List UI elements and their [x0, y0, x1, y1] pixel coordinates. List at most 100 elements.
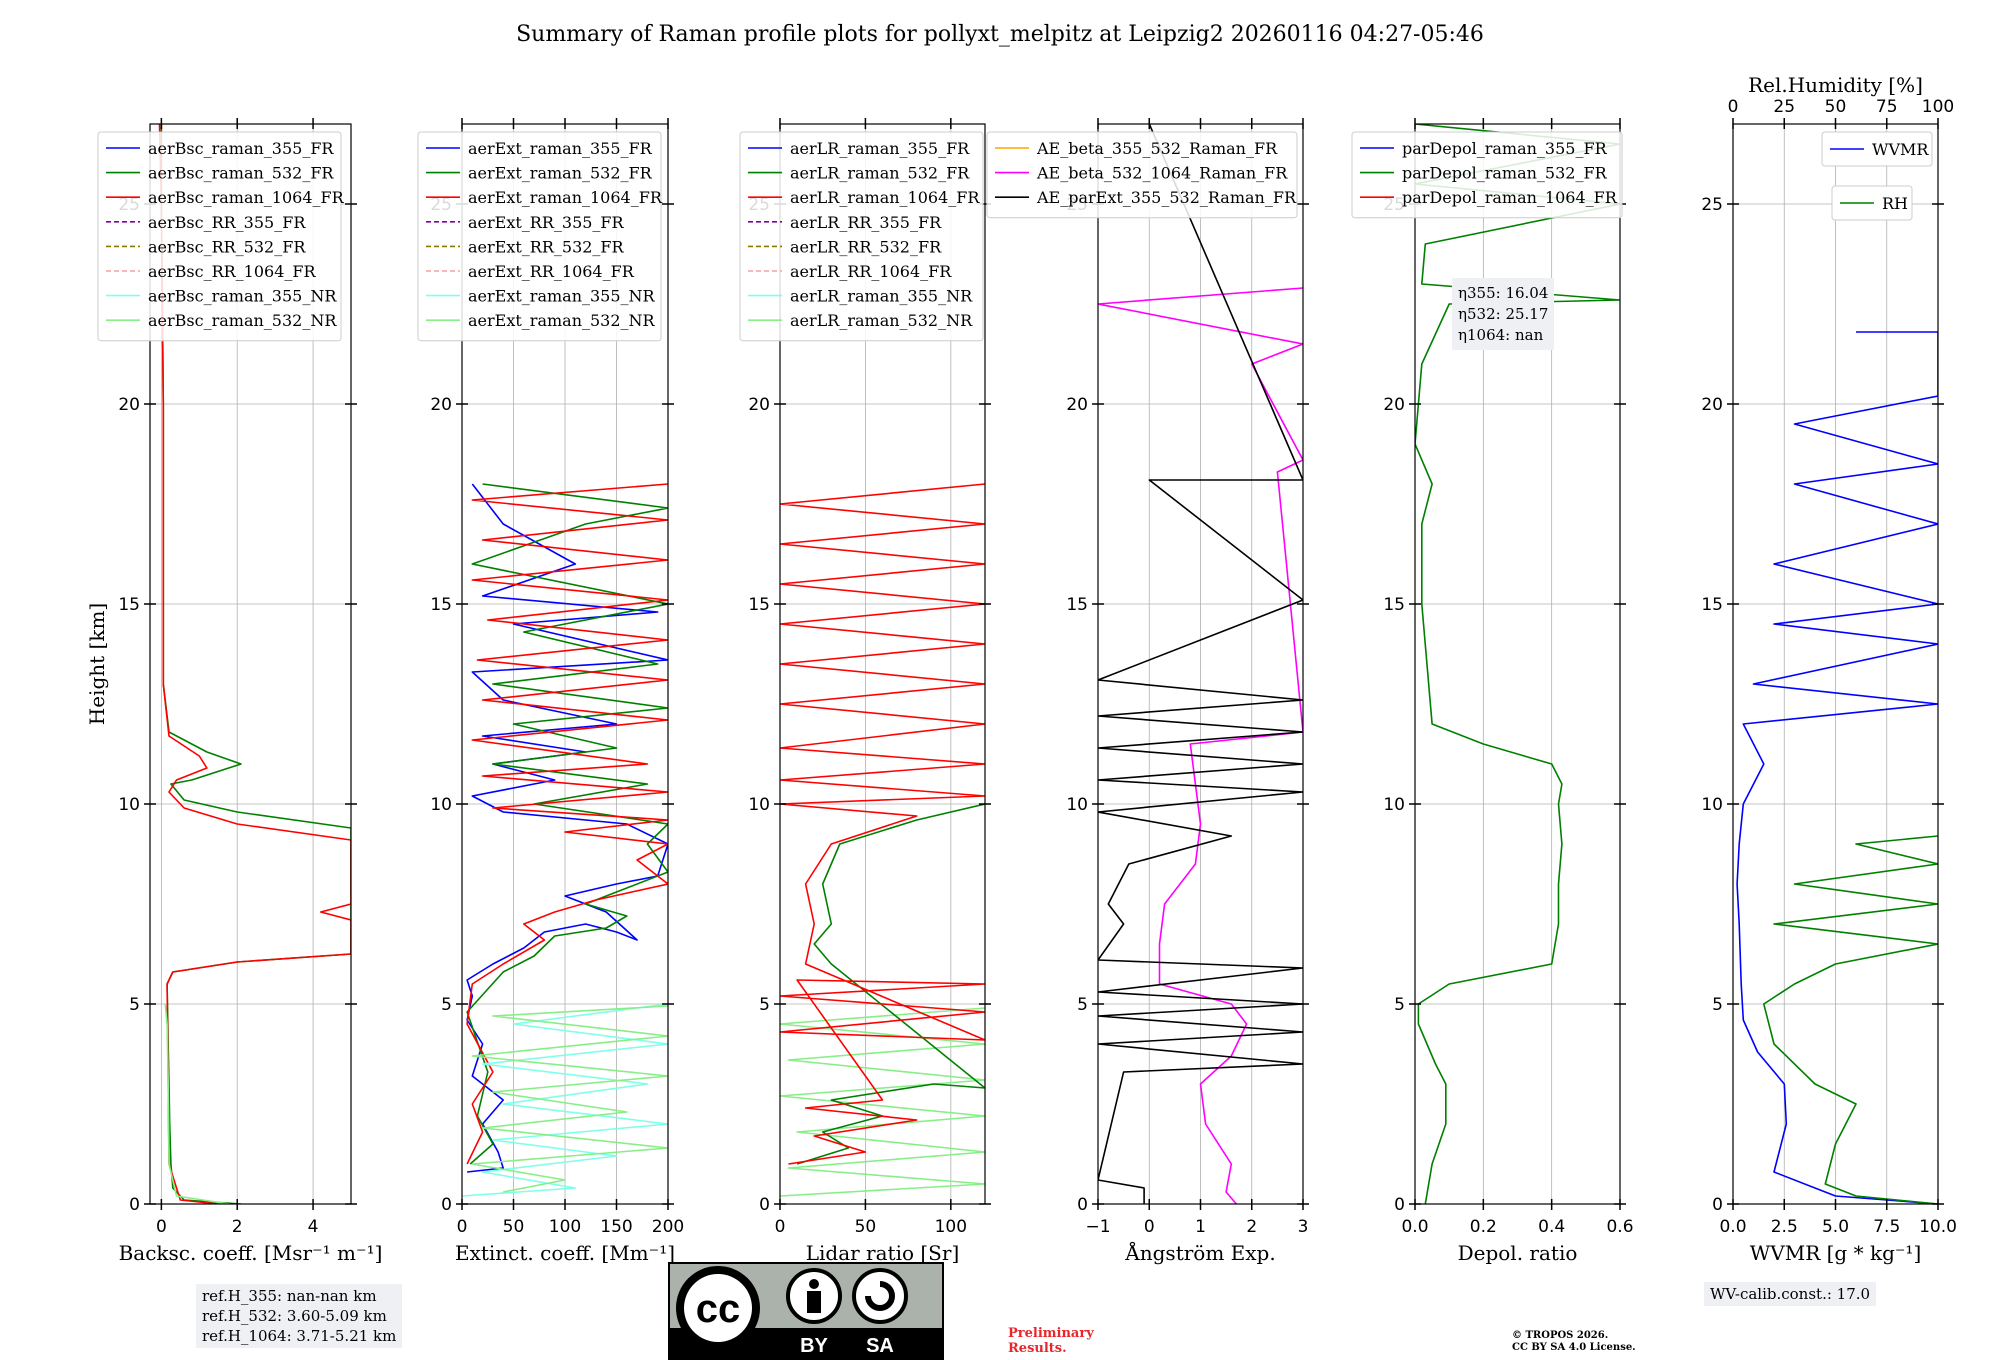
x-axis-title-bsc: Backsc. coeff. [Msr⁻¹ m⁻¹] [119, 1241, 383, 1265]
panel-lr: 0510152025050100Lidar ratio [Sr]aerLR_ra… [739, 118, 991, 1265]
y-tick-label-lr: 5 [759, 995, 770, 1015]
legend-label-aerExt_raman_355_NR: aerExt_raman_355_NR [468, 287, 656, 306]
legend-label-aerBsc_RR_355_FR: aerBsc_RR_355_FR [148, 213, 306, 232]
y-tick-label-bsc: 5 [129, 995, 140, 1015]
series-aerExt_raman_1064_FR [466, 483, 668, 1165]
series-aerExt_raman_532_FR [466, 483, 668, 1165]
legend-label-parDepol_raman_355_FR: parDepol_raman_355_FR [1402, 139, 1608, 158]
x-tick-label-ext: 200 [652, 1217, 684, 1237]
legend-label-AE_beta_355_532_Raman_FR: AE_beta_355_532_Raman_FR [1036, 139, 1278, 158]
top-axis-title-wvmr: Rel.Humidity [%] [1748, 73, 1923, 97]
y-tick-label-ae: 5 [1077, 995, 1088, 1015]
reference-height-box: ref.H_355: nan-nan km ref.H_532: 3.60-5.… [196, 1284, 403, 1348]
legend-label-aerBsc_raman_1064_FR: aerBsc_raman_1064_FR [148, 188, 345, 207]
x-tick-label-ae: 0 [1144, 1217, 1155, 1237]
legend-label-WVMR: WVMR [1872, 140, 1929, 159]
x-tick-label-ae: 3 [1298, 1217, 1309, 1237]
legend-label-RH: RH [1882, 194, 1908, 213]
legend-box-ext [417, 131, 662, 342]
ref-h-532: ref.H_532: 3.60-5.09 km [202, 1307, 387, 1325]
eta-annotation-line: η532: 25.17 [1458, 305, 1548, 323]
series-AE_parExt_355_532_Raman_FR [1098, 124, 1303, 1204]
legend-label-aerExt_RR_532_FR: aerExt_RR_532_FR [468, 237, 625, 256]
eta-annotation-box [1452, 278, 1554, 350]
legend-label-aerBsc_RR_1064_FR: aerBsc_RR_1064_FR [148, 262, 317, 281]
legend-label-aerExt_RR_1064_FR: aerExt_RR_1064_FR [468, 262, 635, 281]
top-tick-label-wvmr: 75 [1876, 97, 1898, 117]
x-tick-label-ext: 100 [549, 1217, 581, 1237]
legend-label-aerBsc_raman_532_NR: aerBsc_raman_532_NR [148, 311, 337, 330]
x-tick-label-ae: 2 [1246, 1217, 1257, 1237]
y-tick-label-bsc: 0 [129, 1195, 140, 1215]
eta-annotation-line: η355: 16.04 [1458, 284, 1548, 302]
x-axis-title-ae: Ångström Exp. [1124, 1240, 1275, 1265]
legend-label-aerLR_RR_355_FR: aerLR_RR_355_FR [790, 213, 942, 232]
x-tick-label-ext: 0 [457, 1217, 468, 1237]
series-aerLR_raman_532_NR [780, 1007, 985, 1197]
x-tick-label-bsc: 4 [308, 1217, 319, 1237]
sa-circle-icon [852, 1268, 908, 1324]
preliminary-note: Preliminary Results. [1008, 1326, 1094, 1356]
top-tick-label-wvmr: 100 [1922, 97, 1954, 117]
by-label: BY [800, 1335, 828, 1357]
legend-box-bsc [97, 131, 342, 342]
y-tick-label-ae: 10 [1066, 795, 1088, 815]
copyright-line-2: CC BY SA 4.0 License. [1512, 1342, 1636, 1353]
series-aerExt_raman_355_FR [466, 483, 668, 1173]
eta-annotation-line: η1064: nan [1458, 326, 1544, 344]
y-tick-label-ext: 20 [430, 395, 452, 415]
wv-calib-box: WV-calib.const.: 17.0 [1704, 1282, 1877, 1306]
figure-title: Summary of Raman profile plots for polly… [516, 22, 1484, 47]
series-group-ext [462, 483, 668, 1197]
series-parDepol_raman_532_FR [1415, 124, 1620, 1204]
y-tick-label-wvmr: 10 [1701, 795, 1723, 815]
panel-wvmr: 0 5 10 15 20 25 0.0 2.5 5.0 7.5 10.0 0 25 50 75 100Rel.… [1701, 73, 1957, 1265]
axes-frame-bsc [149, 123, 352, 1205]
ref-h-355: ref.H_355: nan-nan km [202, 1287, 377, 1305]
x-tick-label-bsc: 0 [156, 1217, 167, 1237]
preliminary-line-2: Results. [1008, 1341, 1067, 1356]
series-aerLR_raman_1064_FR [780, 483, 985, 1165]
preliminary-line-1: Preliminary [1008, 1326, 1094, 1341]
x-tick-label-depol: 0.6 [1606, 1217, 1633, 1237]
y-tick-label-ext: 0 [441, 1195, 452, 1215]
sa-label: SA [866, 1335, 894, 1357]
x-tick-label-wvmr: 5.0 [1822, 1217, 1849, 1237]
legend-label-parDepol_raman_1064_FR: parDepol_raman_1064_FR [1402, 188, 1618, 207]
legend-label-aerLR_raman_1064_FR: aerLR_raman_1064_FR [790, 188, 980, 207]
series-RH [1763, 835, 1938, 1204]
x-tick-label-wvmr: 2.5 [1771, 1217, 1798, 1237]
x-tick-label-depol: 0.0 [1401, 1217, 1428, 1237]
y-tick-label-lr: 15 [748, 595, 770, 615]
by-person-head-icon [809, 1279, 819, 1289]
x-tick-label-wvmr: 0.0 [1719, 1217, 1746, 1237]
x-tick-label-wvmr: 7.5 [1873, 1217, 1900, 1237]
x-tick-label-lr: 50 [855, 1217, 877, 1237]
legend-label-aerBsc_raman_532_FR: aerBsc_raman_532_FR [148, 164, 334, 183]
cc-by-sa-badge: cc BY SA [668, 1262, 944, 1360]
legend-box-lr [739, 131, 984, 342]
y-tick-label-ae: 0 [1077, 1195, 1088, 1215]
legend-box-wvmr [1821, 131, 1933, 167]
x-axis-title-wvmr: WVMR [g * kg⁻¹] [1750, 1241, 1922, 1265]
cc-circle-inner [684, 1274, 752, 1342]
x-tick-label-wvmr: 10.0 [1919, 1217, 1957, 1237]
x-axis-title-depol: Depol. ratio [1458, 1241, 1578, 1265]
panel-bsc: 0510152025024Backsc. coeff. [Msr⁻¹ m⁻¹]H… [85, 118, 382, 1265]
y-tick-label-bsc: 20 [118, 395, 140, 415]
legend-label-aerBsc_RR_532_FR: aerBsc_RR_532_FR [148, 237, 306, 256]
y-tick-label-ext: 15 [430, 595, 452, 615]
series-group-ae [1098, 124, 1303, 1204]
y-tick-label-lr: 0 [759, 1195, 770, 1215]
x-tick-label-depol: 0.4 [1538, 1217, 1565, 1237]
series-aerExt_raman_532_NR [471, 1005, 668, 1193]
y-tick-label-bsc: 15 [118, 595, 140, 615]
legend-label-aerExt_raman_532_FR: aerExt_raman_532_FR [468, 164, 653, 183]
cc-logo-text: cc [696, 1287, 741, 1331]
y-tick-label-wvmr: 15 [1701, 595, 1723, 615]
series-group-depol [1415, 124, 1620, 1204]
x-axis-title-ext: Extinct. coeff. [Mm⁻¹] [455, 1241, 675, 1265]
legend-label-aerLR_raman_532_NR: aerLR_raman_532_NR [790, 311, 973, 330]
copyright-note: © TROPOS 2026. CC BY SA 4.0 License. [1512, 1330, 1636, 1354]
